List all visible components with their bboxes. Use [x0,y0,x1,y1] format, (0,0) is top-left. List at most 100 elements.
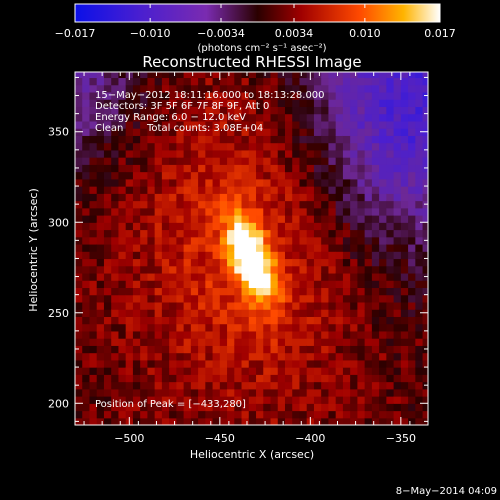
heatmap-cell [263,207,272,216]
heatmap-cell [270,323,279,332]
heatmap-cell [357,171,366,180]
heatmap-cell [132,272,141,281]
heatmap-cell [82,106,91,115]
heatmap-cell [342,243,351,252]
heatmap-cell [277,135,286,144]
heatmap-cell [364,84,373,93]
heatmap-cell [263,84,272,93]
heatmap-cell [379,294,387,303]
heatmap-cell [96,396,105,404]
heatmap-cell [335,157,344,165]
heatmap-cell [400,345,409,354]
heatmap-cell [140,287,149,296]
heatmap-cell [299,229,308,238]
heatmap-cell [161,323,170,332]
heatmap-cell [190,120,199,129]
heatmap-cell [270,106,279,115]
heatmap-cell [96,193,105,202]
heatmap-cell [393,243,402,252]
heatmap-cell [161,258,170,267]
heatmap-cell [190,265,199,274]
heatmap-cell [400,215,409,223]
heatmap-cell [248,396,257,404]
heatmap-cell [422,157,428,165]
heatmap-cell [125,265,134,274]
heatmap-cell [328,77,337,86]
heatmap-cell [132,330,141,339]
heatmap-cell [277,251,286,260]
heatmap-cell [96,294,105,303]
heatmap-cell [364,301,373,310]
heatmap-cell [89,323,98,332]
heatmap-cell [82,265,91,274]
heatmap-cell [219,403,228,412]
heatmap-cell [111,388,120,397]
heatmap-cell [270,403,279,412]
heatmap-cell [350,113,358,122]
heatmap-cell [292,403,301,412]
heatmap-cell [248,243,257,252]
heatmap-cell [75,265,83,274]
heatmap-cell [263,323,272,332]
heatmap-cell [118,265,127,274]
heatmap-cell [219,77,228,86]
heatmap-cell [154,72,163,79]
heatmap-cell [415,120,424,129]
heatmap-cell [96,338,105,346]
heatmap-cell [234,135,243,144]
heatmap-cell [357,77,366,86]
heatmap-cell [335,200,344,209]
heatmap-cell [205,301,214,310]
heatmap-cell [118,215,127,223]
heatmap-cell [350,367,358,375]
heatmap-cell [82,352,91,361]
heatmap-cell [408,106,416,115]
heatmap-cell [364,149,373,158]
heatmap-cell [161,265,170,274]
heatmap-cell [350,330,358,339]
heatmap-cell [82,417,91,425]
heatmap-cell [176,178,185,187]
heatmap-cell [161,157,170,165]
heatmap-cell [256,72,264,79]
heatmap-cell [321,367,330,375]
heatmap-cell [248,309,257,317]
heatmap-cell [299,120,308,129]
heatmap-cell [198,330,206,339]
heatmap-cell [299,410,308,419]
heatmap-cell [371,215,380,223]
heatmap-cell [299,215,308,223]
heatmap-cell [75,142,83,151]
heatmap-cell [422,287,428,296]
heatmap-cell [371,106,380,115]
heatmap-cell [313,72,322,79]
heatmap-cell [111,352,120,361]
heatmap-cell [248,258,257,267]
heatmap-cell [154,178,163,187]
heatmap-cell [154,236,163,245]
heatmap-cell [328,359,337,368]
heatmap-cell [190,171,199,180]
heatmap-cell [125,149,134,158]
heatmap-cell [132,301,141,310]
heatmap-cell [313,374,322,383]
heatmap-cell [299,135,308,144]
heatmap-cell [82,193,91,202]
heatmap-cell [183,207,192,216]
heatmap-cell [321,215,330,223]
heatmap-cell [103,243,112,252]
heatmap-cell [190,193,199,202]
heatmap-cell [169,215,177,223]
heatmap-cell [241,265,250,274]
heatmap-cell [118,381,127,390]
heatmap-cell [241,338,250,346]
heatmap-cell [89,272,98,281]
heatmap-cell [335,113,344,122]
heatmap-cell [161,280,170,289]
heatmap-cell [118,207,127,216]
heatmap-cell [132,149,141,158]
heatmap-cell [277,149,286,158]
heatmap-cell [299,345,308,354]
heatmap-cell [241,229,250,238]
heatmap-cell [183,84,192,93]
